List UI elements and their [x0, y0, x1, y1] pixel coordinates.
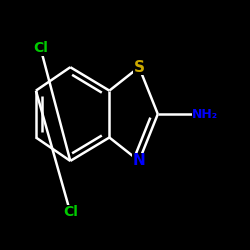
Text: Cl: Cl — [33, 42, 48, 56]
Text: S: S — [134, 60, 144, 75]
Text: NH₂: NH₂ — [192, 108, 218, 120]
Text: N: N — [133, 154, 145, 168]
Text: Cl: Cl — [63, 206, 78, 220]
